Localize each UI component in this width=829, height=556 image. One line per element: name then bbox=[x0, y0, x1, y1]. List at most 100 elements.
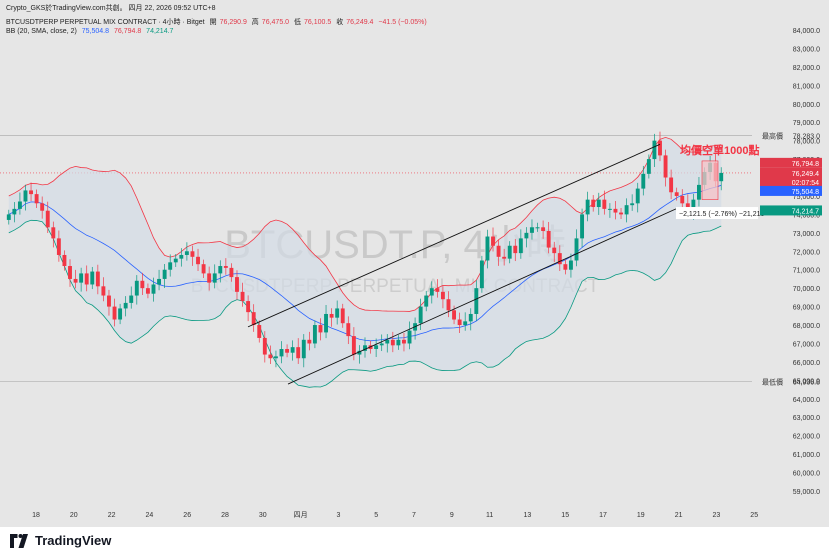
candle bbox=[140, 272, 145, 295]
candle bbox=[134, 275, 139, 305]
candle bbox=[79, 267, 84, 292]
y-tick-label: 83,000.0 bbox=[793, 46, 820, 53]
price-tag-text: 76,794.8 bbox=[792, 161, 819, 168]
candle bbox=[312, 320, 317, 349]
candle bbox=[585, 191, 590, 222]
candle-body bbox=[541, 227, 546, 231]
x-tick-label: 15 bbox=[561, 512, 569, 519]
x-tick-label: 3 bbox=[336, 512, 340, 519]
candle-body bbox=[223, 266, 228, 268]
candle bbox=[491, 227, 495, 252]
candle bbox=[719, 167, 724, 191]
y-tick-label: 73,000.0 bbox=[793, 231, 820, 238]
candle bbox=[40, 196, 45, 219]
candle bbox=[324, 304, 328, 339]
candle-body bbox=[312, 325, 317, 344]
x-tick-label: 5 bbox=[374, 512, 378, 519]
candle-body bbox=[518, 238, 523, 254]
x-tick-label: 20 bbox=[70, 512, 78, 519]
candle bbox=[273, 350, 278, 368]
candle bbox=[296, 338, 301, 364]
candle bbox=[507, 241, 512, 264]
x-tick-label: 11 bbox=[486, 512, 493, 519]
candle-body bbox=[474, 288, 479, 314]
candle-body bbox=[596, 199, 601, 208]
candle bbox=[107, 289, 111, 316]
x-tick-label: 24 bbox=[146, 512, 154, 519]
candle-body bbox=[574, 238, 579, 261]
measure-box bbox=[701, 160, 719, 200]
candle-body bbox=[123, 302, 128, 309]
candle-body bbox=[390, 339, 395, 346]
candle bbox=[95, 264, 100, 295]
candle-body bbox=[45, 210, 50, 228]
x-tick-label: 7 bbox=[412, 512, 416, 519]
candle-body bbox=[402, 339, 406, 344]
candle-body bbox=[719, 172, 724, 182]
candle bbox=[635, 182, 640, 213]
bb-upper-value: 76,794.8 bbox=[113, 28, 142, 35]
candle-body bbox=[591, 199, 596, 208]
candle bbox=[518, 229, 523, 259]
price-tag-text: 02:07:54 bbox=[792, 180, 819, 187]
candle bbox=[112, 298, 117, 327]
candle-body bbox=[335, 308, 340, 318]
candle bbox=[235, 270, 239, 300]
candle-body bbox=[290, 347, 295, 353]
candle bbox=[223, 258, 228, 275]
candle bbox=[190, 245, 195, 266]
candle bbox=[246, 295, 251, 322]
candle bbox=[374, 338, 379, 357]
candle-body bbox=[568, 260, 573, 270]
ohlc-change: −41.5 (−0.05%) bbox=[378, 19, 427, 26]
x-tick-label: 19 bbox=[637, 512, 645, 519]
y-tick-label: 71,000.0 bbox=[793, 268, 820, 275]
candle bbox=[379, 334, 384, 352]
candle-body bbox=[129, 295, 134, 303]
candle-body bbox=[179, 254, 184, 259]
candle-body bbox=[407, 330, 412, 344]
candle-body bbox=[346, 323, 351, 337]
y-tick-label: 68,000.0 bbox=[793, 323, 820, 330]
y-tick-label: 79,000.0 bbox=[793, 120, 820, 127]
candle-body bbox=[663, 155, 668, 178]
candle-body bbox=[240, 291, 245, 302]
candle-body bbox=[585, 199, 590, 215]
candle-body bbox=[607, 208, 612, 210]
y-tick-label: 62,000.0 bbox=[793, 434, 820, 441]
candle-body bbox=[658, 140, 662, 156]
candle-body bbox=[602, 199, 607, 209]
y-tick-label: 64,000.0 bbox=[793, 397, 820, 404]
x-tick-label: 18 bbox=[32, 512, 40, 519]
candle bbox=[329, 308, 334, 327]
candle bbox=[580, 208, 585, 248]
tradingview-logo[interactable]: TradingView bbox=[8, 533, 111, 548]
candle-body bbox=[674, 192, 679, 196]
candle-body bbox=[118, 308, 123, 320]
bb-legend[interactable]: BB (20, SMA, close, 2) 75,504.8 76,794.8… bbox=[6, 28, 430, 35]
candle bbox=[440, 286, 445, 309]
candle-body bbox=[385, 339, 390, 344]
candle bbox=[290, 340, 295, 361]
candle bbox=[90, 266, 95, 290]
candle bbox=[619, 207, 623, 220]
candle-body bbox=[652, 140, 657, 160]
candle-body bbox=[697, 184, 701, 200]
candle-body bbox=[307, 339, 312, 344]
candle bbox=[118, 303, 123, 325]
candle bbox=[424, 290, 429, 312]
candle bbox=[123, 296, 128, 317]
candle-body bbox=[324, 313, 328, 333]
tradingview-logo-icon bbox=[10, 533, 28, 548]
candle-body bbox=[168, 262, 173, 270]
candle-body bbox=[84, 273, 89, 285]
candle bbox=[301, 334, 306, 368]
candle-body bbox=[535, 227, 540, 229]
candle-body bbox=[340, 308, 345, 324]
chart-area[interactable]: BTCUSDT.P, 4小時 BTCUSDTPERP PERPETUAL MIX … bbox=[0, 0, 829, 527]
candle-body bbox=[641, 173, 646, 189]
candle bbox=[513, 238, 518, 262]
candle-body bbox=[680, 195, 685, 204]
share-line: Crypto_GKS於TradingView.com共創。 四月 22, 202… bbox=[6, 5, 216, 12]
